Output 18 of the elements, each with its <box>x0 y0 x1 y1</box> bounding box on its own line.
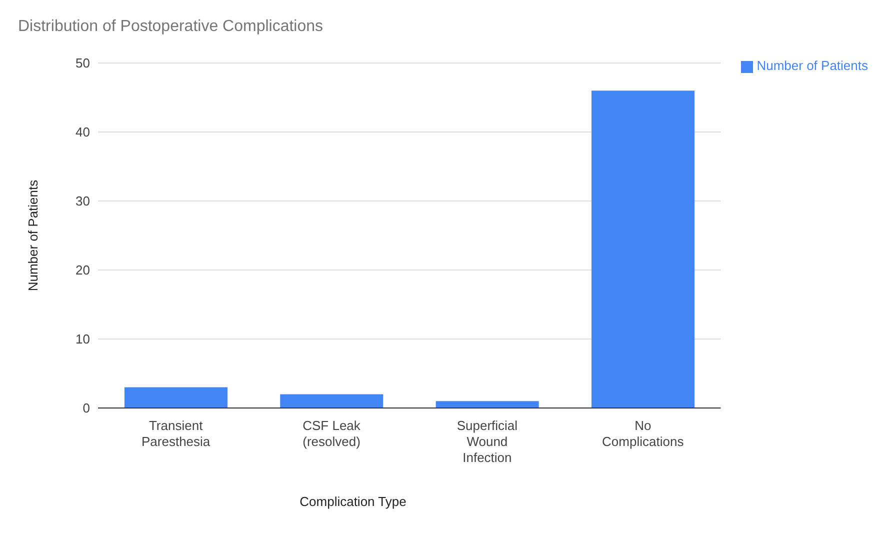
x-axis-title: Complication Type <box>298 494 408 509</box>
bar <box>592 90 695 408</box>
y-tick-label: 40 <box>76 124 90 140</box>
x-tick-label: CSF Leak (resolved) <box>302 418 361 449</box>
y-tick-label: 10 <box>76 332 90 347</box>
chart-title: Distribution of Postoperative Complications <box>18 18 324 36</box>
legend-label: Number of Patients <box>756 58 868 73</box>
x-tick-label: Transient Paresthesia <box>142 418 211 449</box>
bar <box>436 401 539 408</box>
y-tick-label: 20 <box>76 262 90 278</box>
y-tick-label: 0 <box>82 400 90 416</box>
x-tick-label: No Complications <box>602 418 684 449</box>
y-axis-title: Number of Patients <box>26 179 41 292</box>
y-tick-label: 30 <box>76 194 90 209</box>
x-tick-label: Superficial Wound Infection <box>456 418 518 465</box>
bar <box>124 387 228 408</box>
bar <box>280 394 384 408</box>
y-tick-label: 50 <box>76 56 90 71</box>
